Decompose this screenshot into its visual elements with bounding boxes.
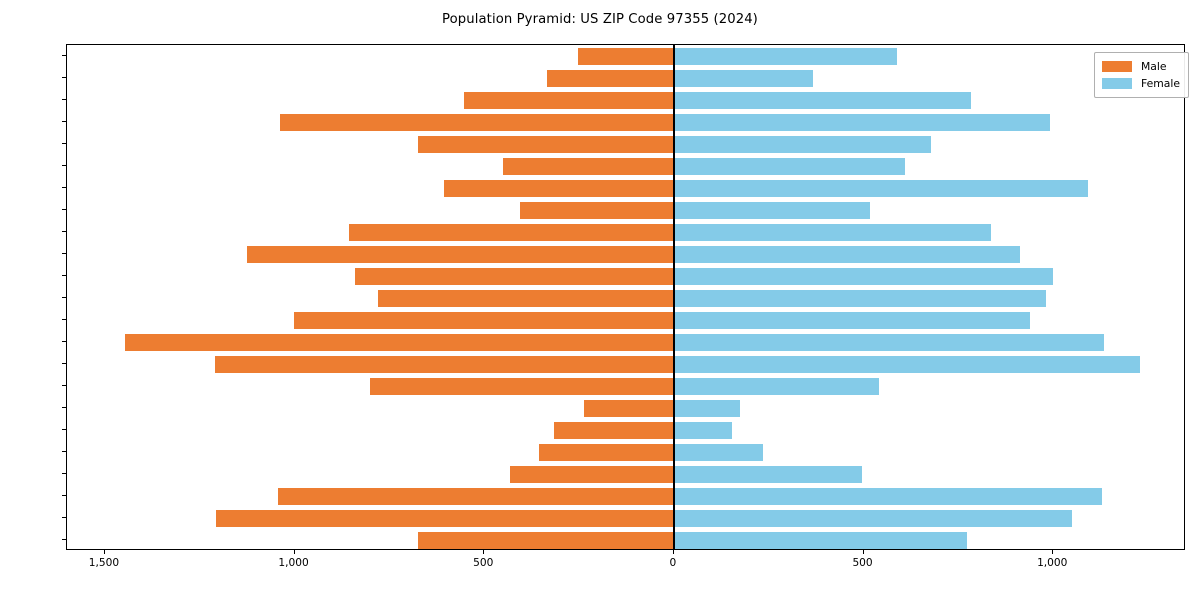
y-tick-mark [62,473,66,474]
x-tick-mark [483,550,485,554]
bar-male-55-59 [349,223,674,241]
legend-item-male[interactable]: Male [1101,58,1180,75]
bar-male-25-29 [214,355,674,373]
bar-female-80-84 [673,69,813,87]
bar-male-35-39 [294,311,674,329]
x-tick-mark [103,550,105,554]
y-tick-mark [62,297,66,298]
y-tick-mark [62,517,66,518]
bar-male-10-14 [277,487,674,505]
bar-male-50-54 [246,245,674,263]
y-tick-mark [62,407,66,408]
x-tick-label-3: 0 [669,557,677,569]
bar-male-under-5 [417,531,674,549]
y-tick-mark [62,165,66,166]
y-tick-mark [62,121,66,122]
y-tick-mark [62,275,66,276]
bar-female-25-29 [673,355,1141,373]
legend-swatch-female-icon [1101,78,1132,89]
y-tick-mark [62,495,66,496]
bar-female-5-9 [673,509,1073,527]
bar-female-62-64 [673,179,1089,197]
bar-male-85- [577,47,674,65]
bar-male-21 [583,399,674,417]
bar-male-20 [553,421,674,439]
zero-axis-line [673,45,675,549]
bar-female-75-79 [673,91,971,109]
x-tick-label-1: 1,000 [278,557,309,569]
y-tick-mark [62,209,66,210]
y-tick-mark [62,319,66,320]
bar-female-85- [673,47,898,65]
y-tick-mark [62,539,66,540]
y-tick-mark [62,363,66,364]
x-tick-mark [293,550,295,554]
bar-male-70-74 [280,113,674,131]
bar-female-67-69 [673,135,932,153]
bar-female-30-34 [673,333,1105,351]
y-tick-mark [62,143,66,144]
y-tick-mark [62,77,66,78]
bar-female-50-54 [673,245,1020,263]
y-tick-mark [62,99,66,100]
bar-female-40-44 [673,289,1047,307]
chart-title: Population Pyramid: US ZIP Code 97355 (2… [442,12,758,27]
bar-female-65-66 [673,157,906,175]
bar-female-20 [673,421,732,439]
bar-male-62-64 [443,179,674,197]
bar-female-35-39 [673,311,1031,329]
bar-female-under-5 [673,531,967,549]
y-tick-mark [62,341,66,342]
x-tick-label-5: 1,000 [1037,557,1068,569]
bar-male-75-79 [464,91,674,109]
y-tick-mark [62,429,66,430]
legend-swatch-male-icon [1101,61,1132,72]
bar-female-55-59 [673,223,991,241]
plot-area [66,44,1185,550]
x-tick-mark [672,550,674,554]
bar-female-45-49 [673,267,1054,285]
x-tick-label-0: 1,500 [88,557,120,569]
x-tick-mark [1052,550,1054,554]
bar-female-60-61 [673,201,870,219]
bar-male-65-66 [503,157,674,175]
bar-male-60-61 [519,201,674,219]
bar-female-18-19 [673,443,764,461]
y-tick-mark [62,55,66,56]
x-tick-label-2: 500 [473,557,494,569]
y-tick-mark [62,385,66,386]
y-tick-mark [62,253,66,254]
bar-male-40-44 [378,289,674,307]
legend-item-female[interactable]: Female [1101,75,1180,92]
chart-legend: Male Female [1093,52,1189,98]
bar-female-10-14 [673,487,1102,505]
legend-label-female: Female [1140,77,1180,90]
bar-male-67-69 [418,135,674,153]
bar-female-70-74 [673,113,1051,131]
y-tick-mark [62,231,66,232]
bar-male-15-17 [510,465,674,483]
bar-female-15-17 [673,465,863,483]
bar-female-22-24 [673,377,880,395]
y-tick-mark [62,187,66,188]
bar-male-18-19 [538,443,674,461]
bar-male-30-34 [124,333,674,351]
bar-male-5-9 [216,509,674,527]
legend-label-male: Male [1140,60,1167,73]
bar-female-21 [673,399,740,417]
bar-male-80-84 [547,69,674,87]
x-tick-label-4: 500 [852,557,873,569]
x-tick-mark [862,550,864,554]
y-tick-mark [62,451,66,452]
bar-male-22-24 [370,377,674,395]
bar-male-45-49 [355,267,674,285]
